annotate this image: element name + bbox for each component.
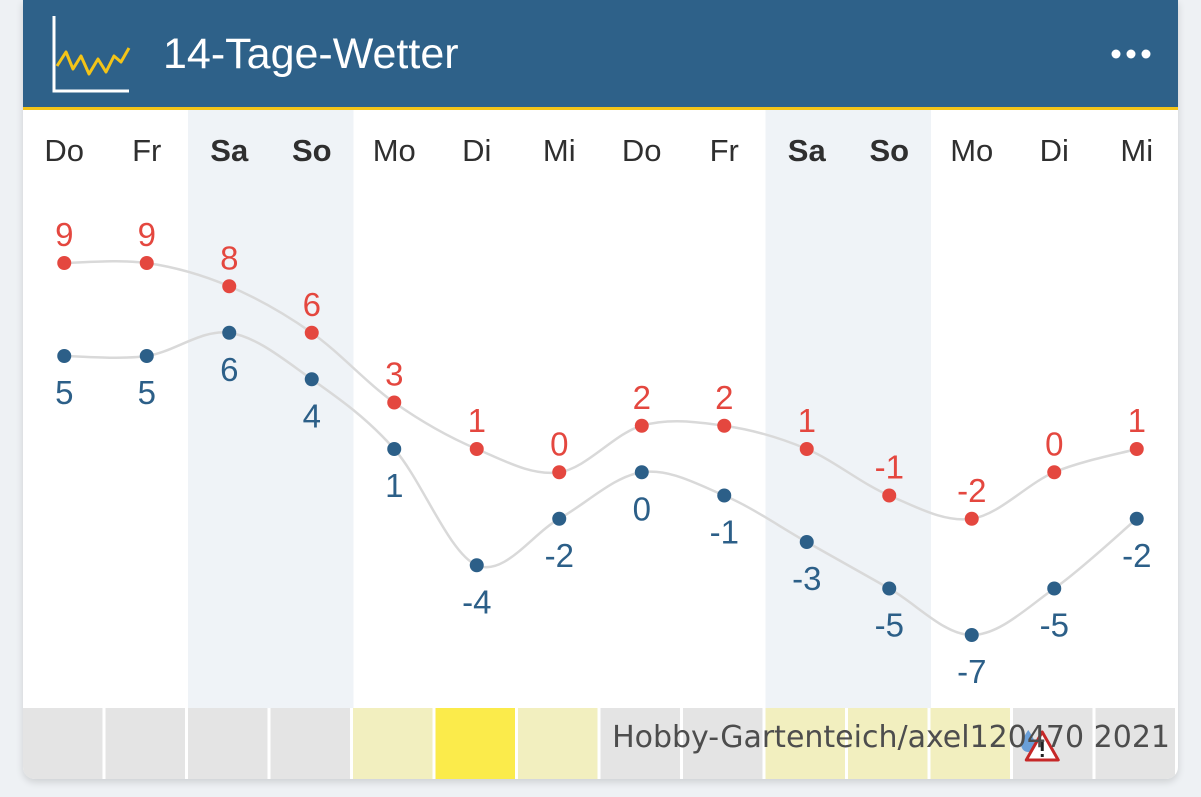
min-temp-label: -2 [1122, 537, 1151, 574]
day-label: So [292, 133, 332, 168]
day-label: Di [462, 133, 491, 168]
day-label: Mo [373, 133, 416, 168]
warning-cell [1095, 708, 1175, 779]
day-label: Fr [132, 133, 161, 168]
warning-cell [765, 708, 845, 779]
day-label: Sa [210, 133, 249, 168]
min-temp-label: 0 [633, 490, 651, 527]
max-temp-label: 0 [1045, 425, 1063, 462]
warning-cell [600, 708, 680, 779]
max-temp-point [552, 465, 567, 480]
warning-cell [683, 708, 763, 779]
max-temp-point [304, 325, 319, 340]
min-temp-label: -4 [462, 583, 491, 620]
min-temp-point [304, 372, 319, 387]
max-temp-label: 1 [798, 402, 816, 439]
credit-text: Hobby-Gartenteich/axel120470 2021 [612, 720, 1170, 755]
card-title: 14-Tage-Wetter [163, 30, 459, 78]
min-temp-label: 1 [385, 467, 403, 504]
min-temp-label: -2 [545, 537, 574, 574]
max-temp-point [387, 395, 402, 410]
min-temp-point [222, 325, 237, 340]
max-temp-point [1047, 465, 1062, 480]
min-temp-point [139, 349, 154, 363]
day-label: Di [1040, 133, 1069, 168]
max-temp-label: 9 [138, 216, 156, 253]
max-temp-point [469, 442, 484, 456]
warning-cell [930, 708, 1010, 779]
min-temp-label: 4 [303, 397, 321, 434]
max-temp-label: 1 [1128, 402, 1146, 439]
max-temp-label: 0 [550, 425, 568, 462]
min-temp-label: -5 [1040, 607, 1069, 644]
weekend-column-sa [188, 110, 271, 708]
chart-svg: Do Fr Sa So Mo Di Mi Do Fr Sa So Mo Di Mi 9 9 8 6 3 1 0 2 2 1 -1… [44, 110, 1153, 708]
card-header: 14-Tage-Wetter [23, 0, 1178, 110]
warning-triangle-icon [1021, 730, 1060, 762]
warning-cell [518, 708, 598, 779]
max-temp-point [717, 418, 732, 433]
min-temp-label: 6 [220, 351, 238, 388]
max-temp-point [882, 488, 897, 503]
warning-cell [435, 708, 515, 779]
day-label: Fr [710, 133, 739, 168]
max-temp-line [64, 260, 1138, 521]
min-temp-label: 5 [138, 374, 156, 411]
max-temp-label: 3 [385, 356, 403, 393]
max-temp-label: -1 [875, 449, 904, 486]
warning-cell [848, 708, 928, 779]
line-chart-icon [52, 16, 131, 93]
min-temp-point [1047, 581, 1062, 596]
weekend-column-sa [765, 110, 849, 708]
min-temp-point [717, 488, 732, 503]
day-label: Mi [1120, 133, 1153, 168]
min-temp-point [469, 558, 484, 573]
weather-card: 14-Tage-Wetter Do Fr Sa So Mo Di Mi Do Fr Sa So Mo D… [23, 0, 1178, 779]
max-temp-label: 1 [468, 402, 486, 439]
min-temp-label: -3 [792, 560, 821, 597]
min-temp-label: 5 [55, 374, 73, 411]
min-temp-point [552, 511, 567, 526]
warning-cell [188, 708, 268, 779]
max-temp-point [222, 279, 237, 294]
min-temp-point [57, 349, 72, 363]
warning-cell [23, 708, 103, 779]
day-label: Do [622, 133, 662, 168]
max-temp-label: -2 [957, 472, 986, 509]
day-label: Do [44, 133, 84, 168]
weekend-column-so [270, 110, 354, 708]
max-temp-point [57, 256, 72, 270]
max-temp-point [964, 511, 979, 526]
warning-cell [105, 708, 185, 779]
max-temp-label: 9 [55, 216, 73, 253]
min-temp-point [964, 628, 979, 642]
max-temp-label: 8 [220, 239, 238, 276]
weather-warning-strip [23, 708, 1175, 779]
day-label: So [869, 133, 909, 168]
min-temp-line [64, 331, 1138, 637]
max-temp-label: 2 [715, 379, 733, 416]
min-temp-point [387, 442, 402, 456]
min-temp-point [799, 535, 814, 549]
max-temp-label: 6 [303, 286, 321, 323]
min-temp-label: -5 [875, 607, 904, 644]
footer-strip: Hobby-Gartenteich/axel120470 2021 [23, 708, 1178, 779]
day-label: Mo [950, 133, 993, 168]
day-label: Sa [788, 133, 827, 168]
day-label: Mi [543, 133, 576, 168]
max-temp-label: 2 [633, 379, 651, 416]
min-temp-label: -1 [710, 514, 739, 551]
min-temp-label: -7 [957, 653, 986, 690]
max-temp-point [799, 442, 814, 456]
min-temp-point [634, 465, 649, 480]
warning-cell [270, 708, 350, 779]
temperature-chart: Do Fr Sa So Mo Di Mi Do Fr Sa So Mo Di Mi 9 9 8 6 3 1 0 2 2 1 -1… [23, 110, 1178, 708]
max-temp-point [634, 418, 649, 433]
min-temp-point [1129, 511, 1144, 526]
more-horizontal-icon[interactable] [1100, 32, 1164, 76]
max-temp-point [139, 256, 154, 270]
min-temp-point [882, 581, 897, 596]
warning-cell [353, 708, 433, 779]
max-temp-point [1129, 442, 1144, 456]
